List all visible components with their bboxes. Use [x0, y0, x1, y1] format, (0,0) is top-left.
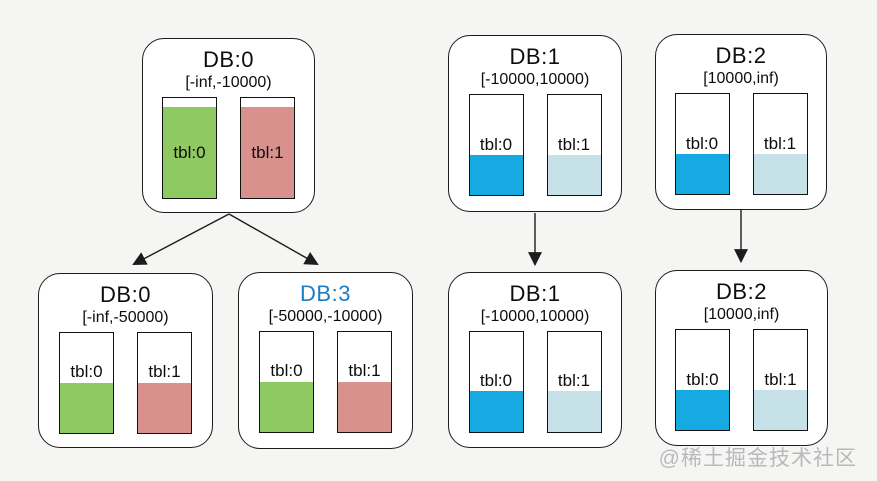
db-range: [-inf,-10000) — [185, 74, 272, 91]
table-fill — [241, 107, 294, 198]
table-label: tbl:1 — [557, 371, 591, 390]
table-group: tbl:0 tbl:1 — [656, 93, 826, 195]
node-bottom-db0: DB:0 [-inf,-50000) tbl:0 tbl:1 — [38, 273, 213, 448]
arrow-top-db0-to-bottom-db0 — [132, 213, 230, 265]
arrow-top-db0-to-bottom-db3 — [228, 213, 319, 266]
table-bar: tbl:1 — [752, 93, 808, 195]
node-bottom-db1: DB:1 [-10000,10000) tbl:0 tbl:1 — [448, 272, 622, 448]
table-fill — [754, 390, 807, 430]
table-bar: tbl:0 — [468, 94, 524, 196]
table-fill — [60, 383, 113, 433]
db-range: [-10000,10000) — [480, 71, 590, 88]
db-title: DB:1 — [509, 281, 561, 306]
table-label: tbl:1 — [764, 370, 797, 389]
table-bar: tbl:0 — [59, 332, 114, 434]
table-label: tbl:0 — [270, 361, 303, 380]
node-bottom-db3: DB:3 [-50000,-10000) tbl:0 tbl:1 — [238, 272, 413, 449]
db-title: DB:0 — [100, 282, 151, 307]
table-group: tbl:0 tbl:1 — [39, 332, 212, 434]
db-title: DB:2 — [715, 43, 767, 68]
table-fill — [753, 154, 807, 194]
table-label: tbl:0 — [479, 135, 513, 154]
table-bar: tbl:0 — [468, 331, 524, 433]
table-fill — [547, 391, 601, 432]
watermark: @稀土掘金技术社区 — [658, 447, 857, 470]
db-title: DB:2 — [716, 279, 767, 304]
db-range: [-10000,10000) — [480, 308, 590, 325]
node-top-db0: DB:0 [-inf,-10000) tbl:0 tbl:1 — [142, 38, 315, 213]
table-bar: tbl:1 — [137, 332, 192, 434]
db-title: DB:1 — [509, 44, 561, 69]
node-top-db2: DB:2 [10000,inf) tbl:0 tbl:1 — [655, 34, 827, 210]
table-label: tbl:1 — [148, 362, 181, 381]
table-fill — [676, 390, 729, 430]
table-fill — [547, 155, 601, 195]
db-title: DB:3 — [300, 281, 351, 306]
table-label: tbl:1 — [557, 135, 591, 154]
table-label: tbl:0 — [686, 370, 719, 389]
table-fill — [469, 391, 523, 432]
table-label: tbl:0 — [70, 362, 103, 381]
db-range: [10000,inf) — [703, 306, 780, 323]
db-title: DB:0 — [203, 47, 254, 72]
node-bottom-db2: DB:2 [10000,inf) tbl:0 tbl:1 — [655, 270, 828, 446]
table-fill — [675, 154, 729, 194]
db-range: [-50000,-10000) — [268, 308, 383, 325]
table-label: tbl:1 — [348, 361, 381, 380]
table-group: tbl:0 tbl:1 — [239, 331, 412, 433]
table-fill — [260, 382, 313, 432]
table-label: tbl:0 — [479, 371, 513, 390]
table-label: tbl:0 — [685, 134, 719, 153]
table-fill — [163, 107, 216, 198]
table-label: tbl:1 — [763, 134, 797, 153]
db-range: [10000,inf) — [703, 70, 779, 87]
table-bar: tbl:1 — [546, 331, 602, 433]
table-bar: tbl:1 — [337, 331, 392, 433]
table-group: tbl:0 tbl:1 — [656, 329, 827, 431]
table-fill — [469, 155, 523, 195]
table-group: tbl:0 tbl:1 — [449, 331, 621, 433]
table-bar: tbl:0 — [162, 97, 217, 199]
table-bar: tbl:0 — [675, 329, 730, 431]
table-label: tbl:0 — [173, 143, 206, 162]
table-bar: tbl:0 — [674, 93, 730, 195]
table-bar: tbl:0 — [259, 331, 314, 433]
db-range: [-inf,-50000) — [82, 309, 169, 326]
table-fill — [338, 382, 391, 432]
table-fill — [138, 383, 191, 433]
node-top-db1: DB:1 [-10000,10000) tbl:0 tbl:1 — [448, 35, 622, 212]
table-bar: tbl:1 — [546, 94, 602, 196]
table-bar: tbl:1 — [753, 329, 808, 431]
table-bar: tbl:1 — [240, 97, 295, 199]
table-group: tbl:0 tbl:1 — [143, 97, 314, 199]
table-label: tbl:1 — [251, 143, 284, 162]
table-group: tbl:0 tbl:1 — [449, 94, 621, 196]
